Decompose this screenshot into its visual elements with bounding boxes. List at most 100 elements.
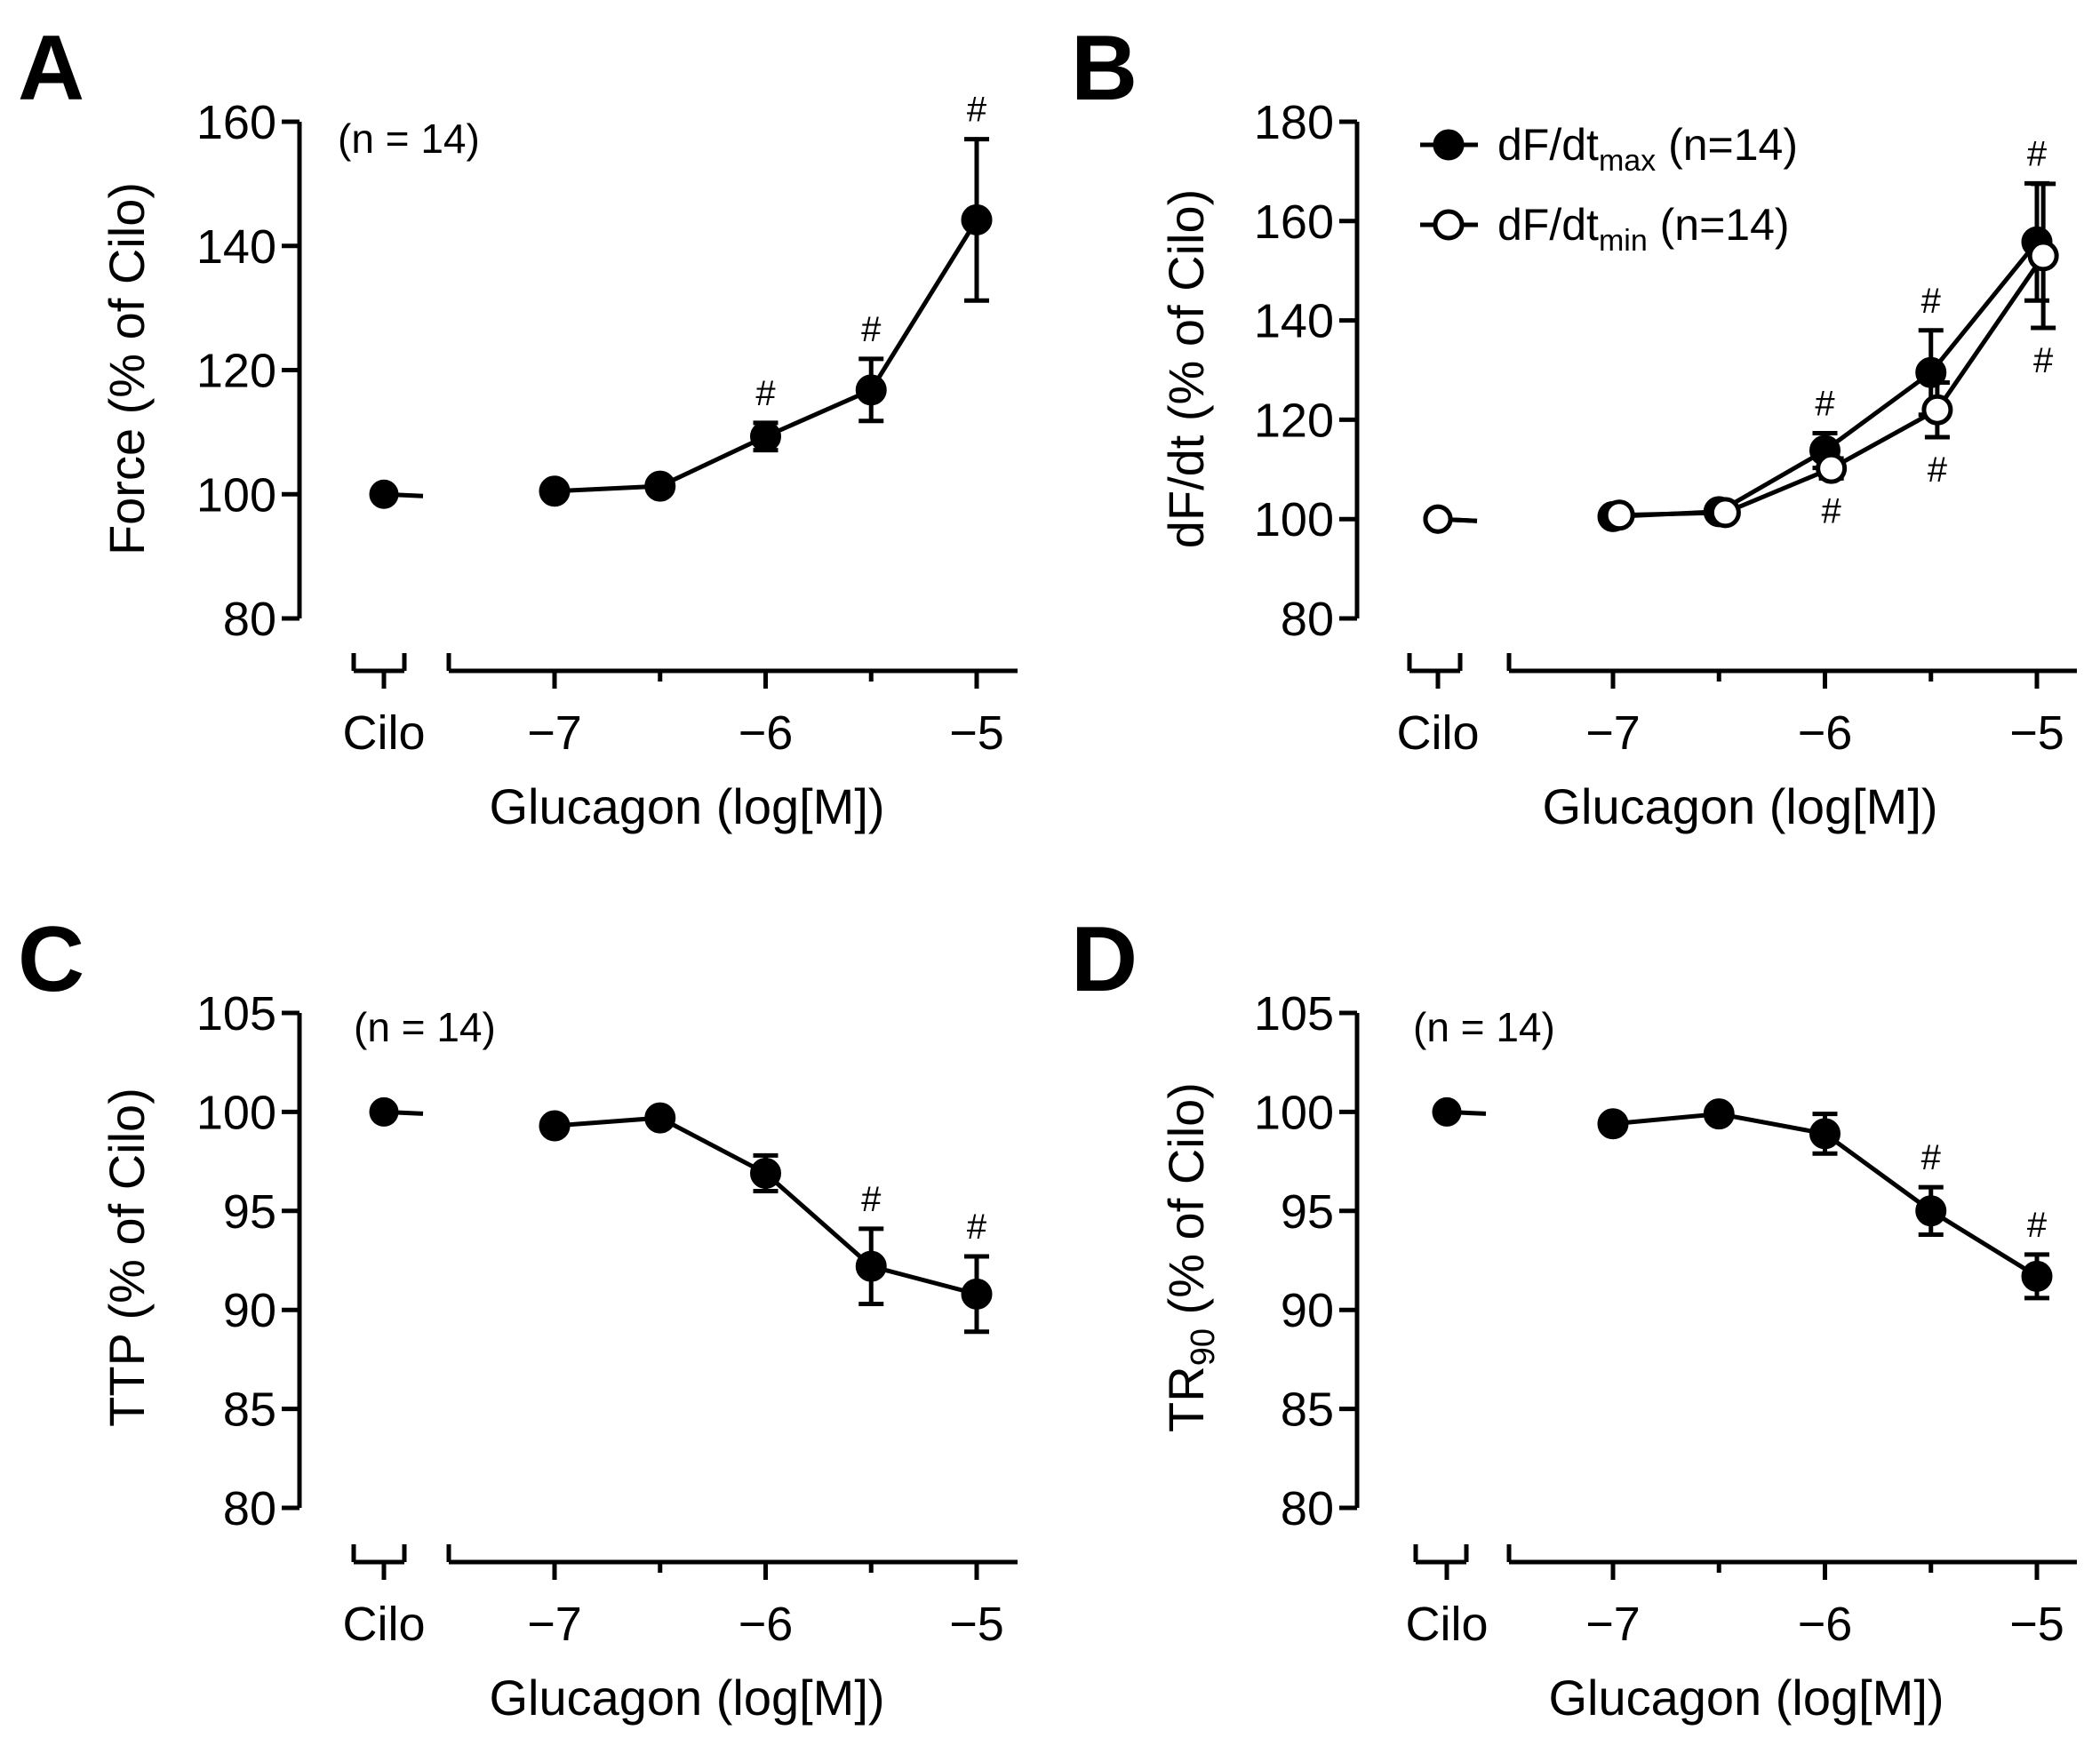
x-tick-label: −5 <box>2009 706 2064 760</box>
legend-label-max-sub: max <box>1599 144 1656 178</box>
baseline-point <box>1423 504 1453 534</box>
plot-area: # # # # # # <box>1423 134 2059 534</box>
x-axis-title: Glucagon (log[M]) <box>1548 1670 1944 1726</box>
sample-size-annotation: (n = 14) <box>338 116 480 162</box>
y-tick-label: 80 <box>223 593 276 646</box>
legend-label-max-main: dF/dt <box>1497 120 1599 170</box>
y-axis: 80 85 90 95 100 105 <box>1254 987 1360 1535</box>
significance-marker: # <box>967 1208 987 1247</box>
legend-label-min-suffix: (n=14) <box>1648 200 1790 250</box>
y-tick-label: 160 <box>1254 195 1334 249</box>
significance-marker: # <box>1815 384 1835 423</box>
x-axis: Cilo −7 −6 −5 <box>1396 653 2077 760</box>
y-tick-label: 105 <box>196 987 276 1040</box>
panel-c: C (n = 14) TTP (% of Cilo) Glucagon (log… <box>18 908 1018 1726</box>
y-axis-title: TTP (% of Cilo) <box>99 1088 155 1427</box>
y-tick-label: 120 <box>1254 394 1334 447</box>
y-tick-label: 90 <box>1281 1284 1334 1337</box>
panel-letter-a: A <box>18 17 84 120</box>
sample-size-annotation: (n = 14) <box>354 1004 496 1050</box>
significance-marker: # <box>1921 1138 1942 1177</box>
data-point <box>961 1278 993 1310</box>
data-point <box>855 374 887 406</box>
y-tick-label: 160 <box>196 96 276 149</box>
x-axis: Cilo −7 −6 −5 <box>1405 1544 2077 1651</box>
legend-marker-filled <box>1433 129 1465 161</box>
x-tick-label: −5 <box>949 1598 1004 1651</box>
y-tick-label: 100 <box>1254 493 1334 546</box>
x-axis-title: Glucagon (log[M]) <box>489 1670 884 1726</box>
data-point <box>855 1250 887 1282</box>
y-axis-title-sub: 90 <box>1185 1328 1222 1366</box>
y-axis-title-rest: (% of Cilo) <box>1158 1082 1214 1328</box>
data-point <box>1703 1098 1735 1130</box>
legend-label-min: dF/dtmin (n=14) <box>1497 200 1790 258</box>
y-tick-label: 180 <box>1254 96 1334 149</box>
data-point <box>1597 1108 1629 1140</box>
panel-a: A (n = 14) Force (% of Cilo) Glucagon (l… <box>18 17 1018 834</box>
y-tick-label: 95 <box>1281 1185 1334 1239</box>
x-axis: Cilo −7 −6 −5 <box>342 1544 1018 1651</box>
y-tick-label: 95 <box>223 1185 276 1239</box>
x-tick-label: −6 <box>739 706 794 760</box>
x-tick-label: −5 <box>2009 1598 2064 1651</box>
data-point <box>2027 240 2059 272</box>
y-tick-label: 85 <box>223 1383 276 1437</box>
y-tick-label: 80 <box>223 1482 276 1535</box>
plot-area: ## <box>1432 1096 2053 1301</box>
panel-letter-b: B <box>1071 17 1138 120</box>
data-point <box>644 470 676 502</box>
baseline-point <box>369 1096 399 1127</box>
x-axis-title: Glucagon (log[M]) <box>1542 778 1937 834</box>
series-line <box>554 1115 978 1296</box>
data-point <box>539 1110 571 1142</box>
cilo-tick-label: Cilo <box>342 706 425 760</box>
x-tick-label: −6 <box>1798 706 1853 760</box>
data-point <box>1809 1118 1840 1150</box>
data-point <box>1603 499 1635 531</box>
data-point <box>1915 1195 1947 1227</box>
data-point <box>750 1157 781 1189</box>
y-tick-label: 100 <box>196 1086 276 1139</box>
significance-marker: # <box>1921 282 1942 321</box>
legend-label-max: dF/dtmax (n=14) <box>1497 120 1798 178</box>
significance-marker: # <box>755 374 776 413</box>
data-point <box>1915 356 1947 388</box>
x-tick-label: −7 <box>527 706 582 760</box>
y-axis-title-main: TR <box>1158 1366 1214 1432</box>
plot-area: # # # <box>369 91 993 509</box>
significance-marker: # <box>2027 1206 2048 1245</box>
y-tick-label: 85 <box>1281 1383 1334 1437</box>
legend-label-max-suffix: (n=14) <box>1656 120 1798 170</box>
data-point <box>961 203 993 235</box>
y-tick-label: 140 <box>196 220 276 274</box>
panel-letter-c: C <box>18 908 84 1011</box>
legend-entry-max: dF/dtmax (n=14) <box>1420 120 1798 178</box>
legend-marker-open <box>1433 209 1465 241</box>
cilo-tick-label: Cilo <box>342 1598 425 1651</box>
y-axis: 80 85 90 95 100 105 <box>196 987 302 1535</box>
y-tick-label: 105 <box>1254 987 1334 1040</box>
panel-b: B dF/dt (% of Cilo) Glucagon (log[M]) dF… <box>1071 17 2077 834</box>
legend-entry-min: dF/dtmin (n=14) <box>1420 200 1790 258</box>
y-tick-label: 100 <box>196 468 276 522</box>
significance-marker: # <box>967 91 987 130</box>
x-axis: Cilo −7 −6 −5 <box>342 653 1018 760</box>
y-tick-label: 100 <box>1254 1086 1334 1139</box>
data-point <box>539 475 571 507</box>
sample-size-annotation: (n = 14) <box>1413 1004 1555 1050</box>
significance-marker: # <box>2033 341 2054 380</box>
panel-d: D (n = 14) TR90 (% of Cilo) Glucagon (lo… <box>1071 908 2077 1726</box>
significance-marker: # <box>2027 134 2048 173</box>
x-tick-label: −7 <box>527 1598 582 1651</box>
y-axis: 80 100 120 140 160 180 <box>1254 96 1360 646</box>
x-tick-label: −6 <box>1798 1598 1853 1651</box>
y-tick-label: 140 <box>1254 295 1334 348</box>
data-point <box>1816 452 1848 484</box>
legend-label-min-sub: min <box>1599 224 1648 258</box>
cilo-tick-label: Cilo <box>1396 706 1479 760</box>
significance-marker: # <box>1822 491 1842 530</box>
data-point <box>1921 394 1953 426</box>
baseline-point <box>369 479 399 509</box>
